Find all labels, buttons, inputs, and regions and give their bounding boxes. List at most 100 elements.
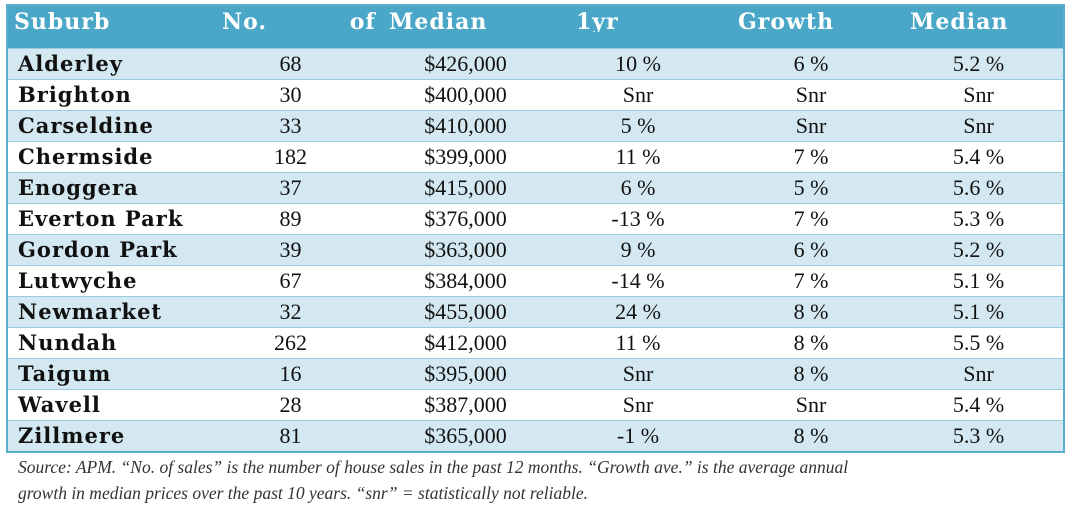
table-row: Brighton 30 $400,000 Snr Snr Snr — [8, 79, 1063, 111]
table-body: Alderley 68 $426,000 10 % 6 % 5.2 % Brighton 30… — [8, 48, 1063, 452]
cell-median-yield: 5.3 % — [894, 420, 1063, 452]
cell-no-of-sales: 182 — [198, 141, 383, 173]
cell-1yr-growth: 9 % — [548, 234, 728, 266]
cell-1yr-growth: 10 % — [548, 48, 728, 80]
cell-1yr-growth: 24 % — [548, 296, 728, 328]
cell-median-price: $376,000 — [383, 203, 548, 235]
cell-median-price: $426,000 — [383, 48, 548, 80]
cell-1yr-growth: Snr — [548, 358, 728, 390]
cell-1yr-growth: 11 % — [548, 327, 728, 359]
cell-suburb: Alderley — [8, 48, 198, 80]
cell-no-of-sales: 16 — [198, 358, 383, 390]
cell-1yr-growth: 6 % — [548, 172, 728, 204]
table-row: Newmarket 32 $455,000 24 % 8 % 5.1 % — [8, 296, 1063, 328]
suburb-data-table-frame: Suburb No. of Median 1yr Growth Median A… — [6, 4, 1065, 454]
cell-median-yield: 5.1 % — [894, 265, 1063, 297]
cell-growth-ave: Snr — [728, 110, 894, 142]
cell-median-yield: 5.3 % — [894, 203, 1063, 235]
source-footnote: Source: APM. “No. of sales” is the numbe… — [18, 454, 1058, 506]
table-row: Alderley 68 $426,000 10 % 6 % 5.2 % — [8, 48, 1063, 80]
cell-suburb: Chermside — [8, 141, 198, 173]
table-row: Nundah 262 $412,000 11 % 8 % 5.5 % — [8, 327, 1063, 359]
header-1yr-growth: 1yr — [576, 10, 619, 32]
cell-growth-ave: 7 % — [728, 141, 894, 173]
cell-suburb: Taigum — [8, 358, 198, 390]
cell-no-of-sales: 67 — [198, 265, 383, 297]
cell-median-yield: Snr — [894, 110, 1063, 142]
cell-suburb: Everton Park — [8, 203, 198, 235]
cell-1yr-growth: -1 % — [548, 420, 728, 452]
cell-no-of-sales: 89 — [198, 203, 383, 235]
header-no-of-sales: No. of — [222, 10, 376, 32]
cell-no-of-sales: 33 — [198, 110, 383, 142]
cell-median-yield: 5.4 % — [894, 141, 1063, 173]
cell-suburb: Brighton — [8, 79, 198, 111]
cell-1yr-growth: Snr — [548, 79, 728, 111]
table-row: Taigum 16 $395,000 Snr 8 % Snr — [8, 358, 1063, 390]
cell-growth-ave: 7 % — [728, 203, 894, 235]
cell-median-price: $365,000 — [383, 420, 548, 452]
cell-growth-ave: 8 % — [728, 420, 894, 452]
table-row: Carseldine 33 $410,000 5 % Snr Snr — [8, 110, 1063, 142]
cell-no-of-sales: 37 — [198, 172, 383, 204]
cell-1yr-growth: -13 % — [548, 203, 728, 235]
suburb-data-table: Suburb No. of Median 1yr Growth Median A… — [8, 6, 1063, 452]
cell-growth-ave: Snr — [728, 79, 894, 111]
cell-median-price: $410,000 — [383, 110, 548, 142]
cell-growth-ave: 8 % — [728, 358, 894, 390]
table-row: Everton Park 89 $376,000 -13 % 7 % 5.3 % — [8, 203, 1063, 235]
table-row: Chermside 182 $399,000 11 % 7 % 5.4 % — [8, 141, 1063, 173]
cell-median-yield: Snr — [894, 79, 1063, 111]
cell-median-price: $400,000 — [383, 79, 548, 111]
cell-growth-ave: 7 % — [728, 265, 894, 297]
table-row: Zillmere 81 $365,000 -1 % 8 % 5.3 % — [8, 420, 1063, 452]
table-header-row: Suburb No. of Median 1yr Growth Median — [8, 6, 1063, 49]
cell-suburb: Newmarket — [8, 296, 198, 328]
footnote-line-2: growth in median prices over the past 10… — [18, 483, 588, 503]
cell-median-price: $412,000 — [383, 327, 548, 359]
cell-growth-ave: 6 % — [728, 48, 894, 80]
cell-growth-ave: 6 % — [728, 234, 894, 266]
cell-1yr-growth: 11 % — [548, 141, 728, 173]
cell-suburb: Nundah — [8, 327, 198, 359]
cell-median-price: $384,000 — [383, 265, 548, 297]
table-row: Wavell 28 $387,000 Snr Snr 5.4 % — [8, 389, 1063, 421]
cell-suburb: Gordon Park — [8, 234, 198, 266]
footnote-line-1: Source: APM. “No. of sales” is the numbe… — [18, 457, 849, 477]
header-suburb: Suburb — [14, 10, 111, 32]
cell-no-of-sales: 68 — [198, 48, 383, 80]
table-row: Gordon Park 39 $363,000 9 % 6 % 5.2 % — [8, 234, 1063, 266]
header-growth-ave: Growth — [738, 10, 835, 32]
cell-median-price: $399,000 — [383, 141, 548, 173]
cell-suburb: Enoggera — [8, 172, 198, 204]
cell-median-price: $455,000 — [383, 296, 548, 328]
table-row: Lutwyche 67 $384,000 -14 % 7 % 5.1 % — [8, 265, 1063, 297]
cell-median-price: $363,000 — [383, 234, 548, 266]
cell-median-price: $415,000 — [383, 172, 548, 204]
cell-median-yield: 5.6 % — [894, 172, 1063, 204]
cell-no-of-sales: 32 — [198, 296, 383, 328]
cell-median-yield: 5.1 % — [894, 296, 1063, 328]
cell-growth-ave: 8 % — [728, 296, 894, 328]
cell-median-yield: 5.2 % — [894, 234, 1063, 266]
cell-1yr-growth: -14 % — [548, 265, 728, 297]
cell-1yr-growth: 5 % — [548, 110, 728, 142]
cell-no-of-sales: 39 — [198, 234, 383, 266]
cell-median-yield: 5.2 % — [894, 48, 1063, 80]
cell-median-yield: Snr — [894, 358, 1063, 390]
cell-median-price: $387,000 — [383, 389, 548, 421]
cell-suburb: Carseldine — [8, 110, 198, 142]
cell-no-of-sales: 262 — [198, 327, 383, 359]
cell-suburb: Lutwyche — [8, 265, 198, 297]
header-median-price: Median — [389, 10, 488, 32]
cell-no-of-sales: 81 — [198, 420, 383, 452]
cell-growth-ave: 8 % — [728, 327, 894, 359]
cell-median-yield: 5.4 % — [894, 389, 1063, 421]
cell-growth-ave: 5 % — [728, 172, 894, 204]
header-median-yield: Median — [910, 10, 1009, 32]
cell-no-of-sales: 30 — [198, 79, 383, 111]
cell-suburb: Wavell — [8, 389, 198, 421]
cell-1yr-growth: Snr — [548, 389, 728, 421]
cell-no-of-sales: 28 — [198, 389, 383, 421]
cell-growth-ave: Snr — [728, 389, 894, 421]
